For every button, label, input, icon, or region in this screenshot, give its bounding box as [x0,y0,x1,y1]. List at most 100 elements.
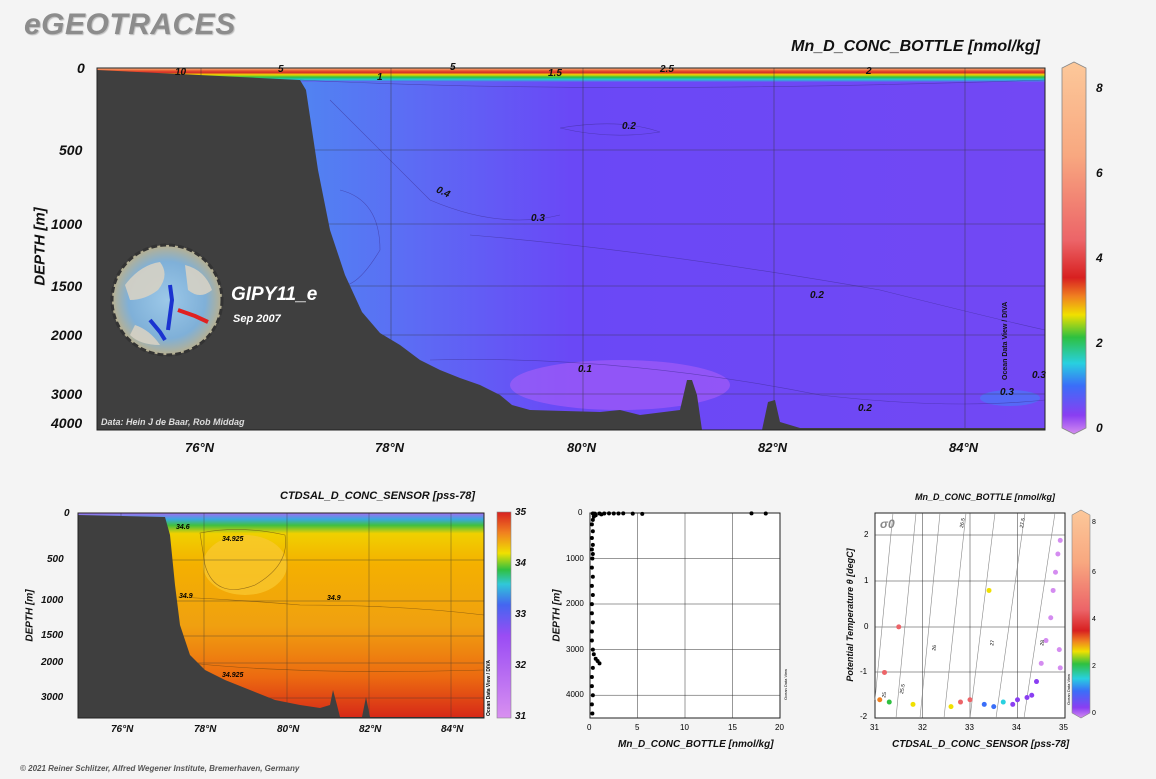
profile-point [607,511,611,516]
sal-xtick: 82°N [359,724,382,735]
profile-point [590,711,595,716]
profile-ytick: 0 [578,508,583,517]
profile-xtick: 5 [635,723,640,732]
ts-point [958,699,963,705]
main-section-chart [96,67,1046,431]
sal-contour-label: 34.9 [179,593,193,600]
profile-point [621,511,626,516]
ts-ytick: 1 [864,576,869,585]
main-cbar-tick: 0 [1096,421,1103,435]
main-contour-label: 5 [278,64,284,75]
ts-point [877,697,883,703]
profile-x-axis-label: Mn_D_CONC_BOTTLE [nmol/kg] [618,739,774,750]
map-inset-globe [110,243,224,357]
profile-ytick: 3000 [566,645,584,654]
salinity-section-chart [77,511,512,719]
sal-contour-label: 34.925 [222,672,244,679]
salinity-chart-title: CTDSAL_D_CONC_SENSOR [pss-78] [280,490,475,502]
profile-point [590,517,595,522]
profile-point [589,629,594,634]
profile-point [590,556,595,561]
ts-xtick: 33 [965,723,974,732]
sal-cbar-tick: 34 [515,558,527,569]
ts-cbar-tick: 8 [1092,519,1096,526]
profile-point [589,702,594,707]
ts-point [1055,551,1061,557]
profile-point [590,665,595,670]
sal-ytick: 1000 [41,595,64,606]
sal-xtick: 84°N [441,724,464,735]
ts-cbar-tick: 4 [1092,616,1096,623]
ts-point [967,697,973,703]
profile-point [590,647,595,652]
main-contour-label: 0.3 [1032,370,1046,381]
ts-cbar-tick: 0 [1092,710,1096,717]
main-contour-label: 0.3 [1000,387,1014,398]
sal-xtick: 80°N [277,724,300,735]
profile-point [590,593,595,597]
main-chart-title: Mn_D_CONC_BOTTLE [nmol/kg] [791,38,1040,55]
profile-point [590,620,595,625]
main-contour-label: 10 [175,67,187,78]
main-cbar-tick: 4 [1096,251,1103,265]
ts-point [1053,569,1058,575]
profile-point [589,565,594,570]
main-ytick-3000: 3000 [51,386,83,402]
main-contour-label: 0.2 [622,121,636,132]
isopycnal-label: 27 [989,639,997,647]
profile-point [589,547,594,552]
sal-ytick: 2000 [41,657,64,668]
sal-ytick: 500 [47,554,64,565]
sal-xtick: 78°N [194,724,217,735]
main-contour-label: 1.5 [548,68,562,79]
profile-point [590,574,595,579]
main-xtick-80: 80°N [567,440,597,455]
profile-point [589,684,594,689]
ts-point [1057,665,1063,671]
ts-point [986,587,992,593]
profile-point [590,529,595,534]
main-xtick-84: 84°N [949,440,979,455]
ts-point [886,699,892,705]
profile-ytick: 4000 [566,690,584,699]
sal-contour-label: 34.9 [327,595,341,602]
profile-point [640,511,645,516]
main-xtick-78: 78°N [375,440,405,455]
copyright-text: © 2021 Reiner Schlitzer, Alfred Wegener … [20,764,300,773]
profile-point [599,512,604,517]
ts-ytick: 0 [864,622,869,631]
ts-ytick: -2 [860,712,868,721]
sal-contour-label: 34.925 [222,536,244,543]
isopycnal-label: 26 [931,644,939,652]
profile-point [749,511,754,516]
ts-point [1000,699,1006,705]
ts-ytick: 2 [864,530,869,539]
ts-point [910,701,916,707]
ts-xtick: 32 [918,723,927,732]
main-ytick-1500: 1500 [51,278,83,294]
sal-contour-label: 34.6 [176,524,190,531]
ts-chart-title: Mn_D_CONC_BOTTLE [nmol/kg] [915,492,1056,502]
profile-ytick: 2000 [566,599,584,608]
profile-point [589,602,594,607]
ts-point [1050,587,1056,593]
profile-point [616,511,621,516]
main-cbar-tick: 8 [1096,81,1103,95]
main-contour-label: 0.3 [531,213,545,224]
ts-point [1043,638,1049,644]
ts-point [1038,660,1044,666]
sal-ytick: 0 [64,508,70,519]
main-ytick-0: 0 [77,60,85,76]
main-contour-label: 1 [377,72,383,83]
profile-point [589,522,594,527]
brand-logo: eGEOTRACES [24,8,236,41]
ts-cbar-tick: 2 [1092,663,1096,670]
main-cbar-tick: 2 [1096,336,1103,350]
sal-ytick: 3000 [41,692,64,703]
ts-point [1048,615,1054,621]
ts-odv-label: Ocean Data View [1066,673,1071,705]
sal-cbar-tick: 33 [515,609,527,620]
sigma-label: σ0 [880,517,895,531]
